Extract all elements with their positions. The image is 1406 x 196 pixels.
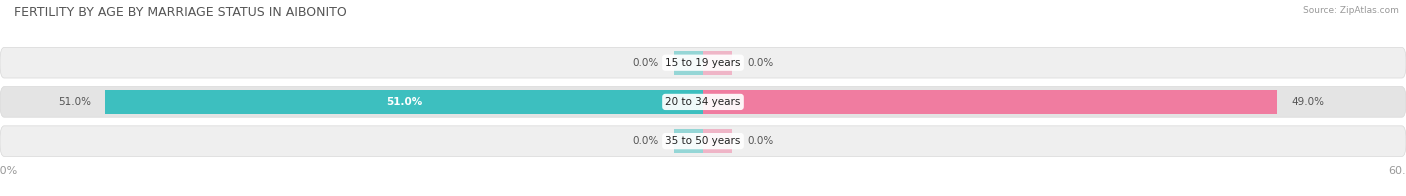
Text: Source: ZipAtlas.com: Source: ZipAtlas.com	[1303, 6, 1399, 15]
Bar	[703, 51, 733, 75]
Text: 20 to 34 years: 20 to 34 years	[665, 97, 741, 107]
Text: 51.0%: 51.0%	[387, 97, 422, 107]
FancyBboxPatch shape	[0, 87, 1406, 117]
Bar	[703, 90, 1277, 114]
Text: FERTILITY BY AGE BY MARRIAGE STATUS IN AIBONITO: FERTILITY BY AGE BY MARRIAGE STATUS IN A…	[14, 6, 347, 19]
Bar	[105, 90, 703, 114]
Text: 0.0%: 0.0%	[633, 58, 658, 68]
Text: 15 to 19 years: 15 to 19 years	[665, 58, 741, 68]
FancyBboxPatch shape	[0, 47, 1406, 78]
Text: 49.0%: 49.0%	[1291, 97, 1324, 107]
Text: 35 to 50 years: 35 to 50 years	[665, 136, 741, 146]
Text: 0.0%: 0.0%	[748, 136, 773, 146]
FancyBboxPatch shape	[0, 126, 1406, 156]
Bar	[703, 129, 733, 153]
Bar	[673, 51, 703, 75]
Text: 51.0%: 51.0%	[59, 97, 91, 107]
Text: 0.0%: 0.0%	[748, 58, 773, 68]
Bar	[673, 129, 703, 153]
Text: 0.0%: 0.0%	[633, 136, 658, 146]
